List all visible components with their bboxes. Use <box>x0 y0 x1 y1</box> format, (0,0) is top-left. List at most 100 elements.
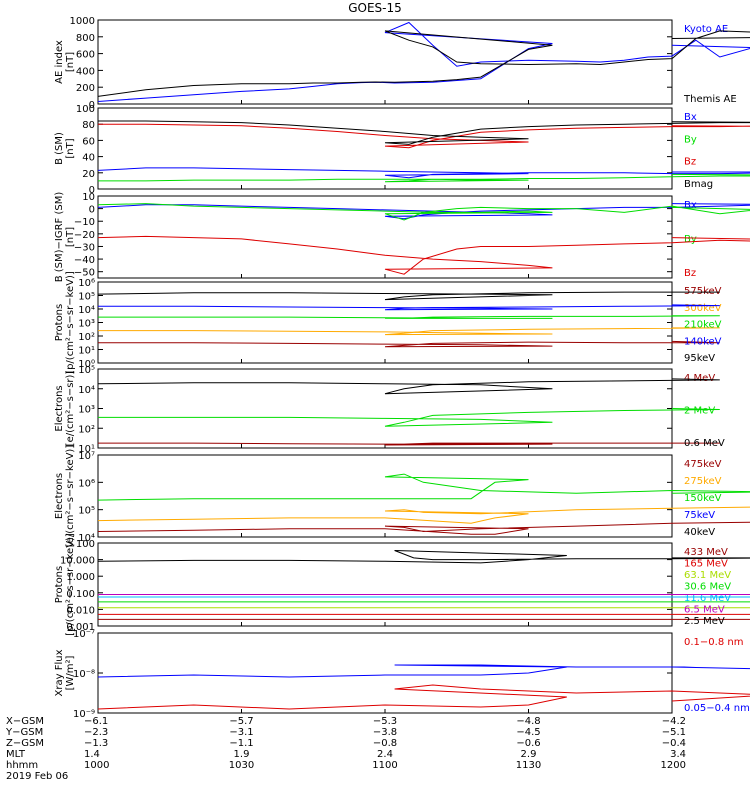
y-tick-label: 10 <box>82 192 95 203</box>
x-axis-date: 2019 Feb 06 <box>6 771 68 782</box>
series-line <box>97 203 750 221</box>
panel-4: 10⁰ 10¹ 10² 10³ 10⁴ 10⁵ 10⁶Protons[p/(cm²−s−sr… <box>54 271 722 374</box>
panel-8: 10⁻⁹ 10⁻⁸ 10⁻⁷ Xray Flux[W/m²] 0.1−0.8 nm 0.0… <box>54 629 750 720</box>
y-tick-label: 80 <box>82 120 95 131</box>
y-tick-label: 0.010 <box>66 605 95 616</box>
legend-label: Themis AE <box>683 94 737 105</box>
x-axis-value: 1100 <box>372 760 397 771</box>
x-axis-value: −5.7 <box>229 716 253 727</box>
x-axis-row-label: hhmm <box>6 760 38 771</box>
legend-label: 433 MeV <box>684 547 728 558</box>
series-line <box>97 664 750 678</box>
series-line <box>97 550 750 564</box>
y-tick-label: 10³ <box>78 405 95 416</box>
legend-label: By <box>684 234 697 245</box>
legend-label: 150keV <box>684 493 722 504</box>
y-axis-label: Electrons[e/(cm²−s−sr)] <box>54 371 76 447</box>
y-tick-label: 1000 <box>70 16 95 27</box>
legend-label: 11.6 MeV <box>684 593 731 604</box>
y-tick-label: 10⁰ <box>78 359 95 370</box>
legend-label: 210keV <box>684 320 722 331</box>
legend-label: Bx <box>684 200 697 211</box>
legend-label: 0.05−0.4 nm <box>684 703 750 714</box>
panel-frame <box>97 454 673 538</box>
x-axis-value: −0.4 <box>662 738 686 749</box>
legend-label: 140keV <box>684 336 722 347</box>
y-axis-label: Electrons[e/(cm²−s−sr−keV)] <box>54 445 76 548</box>
x-axis-value: −1.3 <box>84 738 108 749</box>
x-axis-row-label: MLT <box>6 749 26 760</box>
series-line <box>97 684 750 710</box>
y-tick-label: 0 <box>89 205 95 216</box>
series-line <box>98 315 720 319</box>
legend-label: 300keV <box>684 303 722 314</box>
x-axis-value: −4.8 <box>516 716 540 727</box>
series-line <box>98 340 720 348</box>
x-axis-value: −0.6 <box>516 738 540 749</box>
y-tick-label: 0.100 <box>66 589 95 600</box>
series-line <box>97 21 750 102</box>
series-line <box>97 167 750 179</box>
y-tick-label: −40 <box>74 255 95 266</box>
y-tick-label: 10⁴ <box>78 533 95 544</box>
panel-frame <box>97 281 673 364</box>
legend-label: 40keV <box>684 527 715 538</box>
y-tick-label: 10⁶ <box>78 278 95 289</box>
panel-frame <box>97 107 673 190</box>
y-tick-label: 20 <box>82 169 95 180</box>
legend-label: Bx <box>684 112 697 123</box>
plot-title: GOES-15 <box>348 1 402 15</box>
legend-label: 63.1 MeV <box>684 570 731 581</box>
legend-label: 165 MeV <box>684 559 728 570</box>
y-tick-label: −50 <box>74 268 95 279</box>
x-axis-row-label: X−GSM <box>6 716 44 727</box>
y-tick-label: 1.000 <box>66 572 95 583</box>
y-axis-label: Protons[p/(cm²−s−sr−keV)] <box>54 533 76 636</box>
legend-label: 75keV <box>684 510 715 521</box>
legend-label: 575keV <box>684 286 722 297</box>
y-tick-label: 10⁻⁹ <box>73 709 95 720</box>
x-axis-value: −4.2 <box>662 716 686 727</box>
x-axis-value: 1.4 <box>84 749 100 760</box>
y-axis-label: Xray Flux[W/m²] <box>54 649 76 696</box>
legend-label: 2.5 MeV <box>684 616 725 627</box>
x-axis-row-label: Y−GSM <box>5 727 43 738</box>
y-tick-label: 800 <box>76 33 95 44</box>
legend-label: Kyoto AE <box>684 24 728 35</box>
x-axis-table: X−GSM −6.1 −5.7 −5.3 −4.8 −4.2 Y−GSM −2.3 −3.1 −3… <box>5 716 686 782</box>
y-tick-label: 100 <box>76 539 95 550</box>
legend-label: 275keV <box>684 476 722 487</box>
series-line <box>97 291 720 301</box>
x-axis-value: −5.1 <box>662 727 686 738</box>
y-tick-label: 10⁶ <box>78 478 95 489</box>
x-axis-value: 2.4 <box>377 749 393 760</box>
series-line <box>97 378 720 395</box>
y-tick-label: 10⁵ <box>78 506 95 517</box>
legend-label: 95keV <box>684 353 715 364</box>
legend-label: 30.6 MeV <box>684 582 731 593</box>
series-line <box>98 304 720 311</box>
y-tick-label: 40 <box>82 153 95 164</box>
y-tick-label: 600 <box>76 50 95 61</box>
y-tick-label: 10² <box>78 332 95 343</box>
series-line <box>97 473 750 501</box>
y-axis-label: AE index[nT] <box>54 40 76 84</box>
legend-label: By <box>684 134 697 145</box>
x-axis-value: 1.9 <box>234 749 250 760</box>
y-tick-label: −20 <box>74 230 95 241</box>
y-tick-label: 10⁵ <box>78 292 95 303</box>
y-tick-label: 10⁴ <box>78 305 95 316</box>
y-tick-label: 10.000 <box>60 556 95 567</box>
y-tick-label: 100 <box>76 104 95 115</box>
legend-label: 0.1−0.8 nm <box>684 637 743 648</box>
panel-3: 10 0−10 −20−30 −40 −50B (SM)−IGRF (SM)[nT] Bx… <box>54 192 750 282</box>
x-axis-value: −3.8 <box>373 727 397 738</box>
x-axis-value: 3.4 <box>670 749 686 760</box>
series-line <box>98 123 750 149</box>
panel-7: 0.001 0.010 0.100 1.000 10.000 100Protons[p/(… <box>54 533 750 636</box>
x-axis-row-label: Z−GSM <box>6 738 44 749</box>
